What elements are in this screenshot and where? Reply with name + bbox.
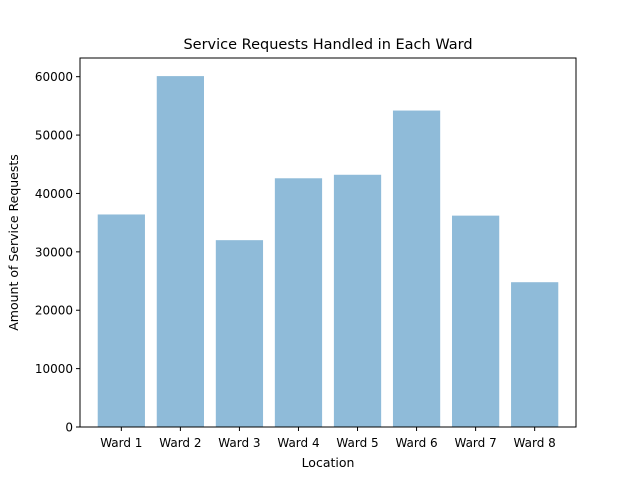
bar-ward-4 <box>274 178 323 427</box>
y-axis: 0 10000 20000 30000 40000 50000 60000 <box>35 70 80 435</box>
y-tick-label: 40000 <box>35 187 73 201</box>
x-tick-label: Ward 8 <box>514 436 556 450</box>
y-tick-label: 0 <box>65 421 73 435</box>
y-tick-label: 20000 <box>35 304 73 318</box>
y-tick-label: 10000 <box>35 362 73 376</box>
bar-ward-5 <box>333 174 382 427</box>
x-axis-label: Location <box>302 455 355 470</box>
chart-title: Service Requests Handled in Each Ward <box>183 37 472 53</box>
plot-frame <box>79 57 577 428</box>
bar-ward-3 <box>215 240 264 427</box>
x-axis: Ward 1 Ward 2 Ward 3 Ward 4 Ward 5 Ward 6 Ward… <box>100 427 556 450</box>
y-tick-label: 30000 <box>35 245 73 259</box>
y-tick-label: 60000 <box>35 70 73 84</box>
bars-group <box>97 76 559 428</box>
bar-ward-1 <box>97 214 145 427</box>
bar-ward-6 <box>392 110 441 427</box>
x-tick-label: Ward 1 <box>100 436 142 450</box>
x-tick-label: Ward 6 <box>395 436 437 450</box>
bar-ward-2 <box>156 76 204 428</box>
x-tick-label: Ward 7 <box>454 436 496 450</box>
y-tick-label: 50000 <box>35 129 73 143</box>
bar-ward-8 <box>511 282 559 427</box>
x-tick-label: Ward 4 <box>277 436 319 450</box>
x-tick-label: Ward 2 <box>159 436 201 450</box>
x-tick-label: Ward 5 <box>336 436 378 450</box>
y-axis-label: Amount of Service Requests <box>6 154 21 331</box>
x-tick-label: Ward 3 <box>218 436 260 450</box>
bar-ward-7 <box>452 215 500 427</box>
